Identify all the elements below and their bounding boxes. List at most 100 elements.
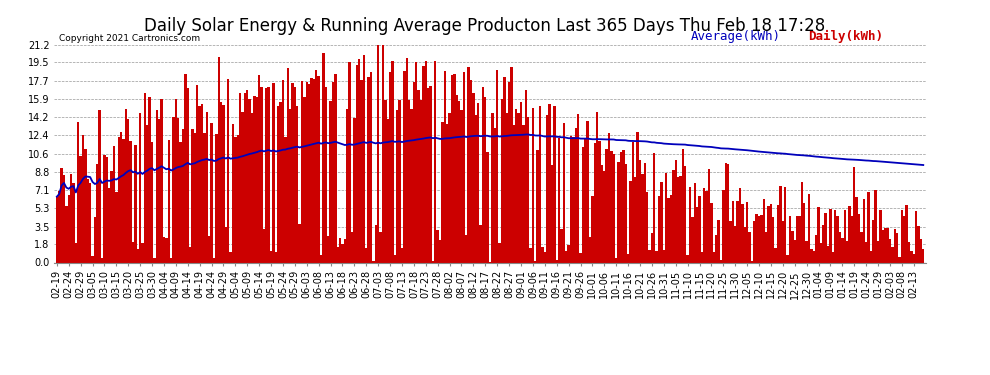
Bar xyxy=(194,133,196,262)
Bar xyxy=(567,245,570,262)
Bar xyxy=(874,190,877,262)
Bar xyxy=(79,156,82,262)
Bar xyxy=(803,203,806,262)
Bar xyxy=(258,75,260,262)
Bar xyxy=(155,110,158,262)
Bar xyxy=(525,90,527,262)
Bar xyxy=(913,254,915,262)
Bar xyxy=(425,60,427,262)
Bar xyxy=(239,93,242,262)
Bar xyxy=(120,132,123,262)
Bar xyxy=(201,104,203,262)
Bar xyxy=(906,204,908,262)
Bar xyxy=(270,251,272,262)
Bar xyxy=(820,243,822,262)
Bar xyxy=(642,174,644,262)
Bar xyxy=(294,87,296,262)
Bar xyxy=(539,106,542,262)
Bar xyxy=(162,237,165,262)
Bar xyxy=(101,258,103,262)
Bar xyxy=(742,204,743,262)
Bar xyxy=(920,239,922,262)
Text: Average(kWh): Average(kWh) xyxy=(690,30,780,43)
Bar xyxy=(865,242,867,262)
Bar xyxy=(291,82,294,262)
Bar xyxy=(332,82,335,262)
Bar xyxy=(453,74,455,262)
Bar xyxy=(247,90,248,262)
Bar xyxy=(725,163,727,262)
Bar xyxy=(210,123,213,262)
Bar xyxy=(918,226,920,262)
Bar xyxy=(650,233,653,262)
Bar xyxy=(218,57,220,262)
Bar xyxy=(572,137,574,262)
Bar xyxy=(857,214,860,262)
Bar xyxy=(767,207,770,262)
Bar xyxy=(691,217,694,262)
Bar xyxy=(686,255,689,262)
Bar xyxy=(703,188,706,262)
Bar xyxy=(344,239,346,262)
Bar xyxy=(645,192,648,262)
Bar xyxy=(89,183,91,262)
Bar xyxy=(108,188,111,262)
Bar xyxy=(458,101,460,262)
Bar xyxy=(922,249,925,262)
Bar xyxy=(213,258,215,262)
Bar xyxy=(860,232,862,262)
Bar xyxy=(377,45,379,262)
Bar xyxy=(55,196,58,262)
Bar xyxy=(560,229,562,262)
Bar xyxy=(648,250,650,262)
Bar xyxy=(244,93,247,262)
Bar xyxy=(670,195,672,262)
Bar xyxy=(408,100,410,262)
Bar xyxy=(350,232,353,262)
Bar xyxy=(553,106,555,262)
Bar xyxy=(622,150,625,262)
Bar xyxy=(160,99,162,262)
Bar xyxy=(482,87,484,262)
Bar xyxy=(798,216,801,262)
Bar xyxy=(82,135,84,262)
Bar xyxy=(391,61,394,262)
Bar xyxy=(903,216,906,262)
Bar xyxy=(606,149,608,262)
Bar xyxy=(734,226,737,262)
Bar xyxy=(562,123,565,262)
Bar xyxy=(706,191,708,262)
Bar xyxy=(779,186,782,262)
Bar xyxy=(362,55,365,262)
Bar xyxy=(358,58,360,262)
Bar xyxy=(658,196,660,262)
Bar xyxy=(660,182,662,262)
Bar xyxy=(884,228,886,262)
Bar xyxy=(806,242,808,262)
Bar xyxy=(394,255,396,262)
Bar xyxy=(418,90,420,262)
Bar xyxy=(186,88,189,262)
Bar xyxy=(208,236,210,262)
Bar xyxy=(348,62,350,262)
Bar xyxy=(570,136,572,262)
Bar xyxy=(682,148,684,262)
Bar xyxy=(255,97,258,262)
Bar xyxy=(444,71,446,262)
Bar xyxy=(460,110,462,262)
Bar xyxy=(386,119,389,262)
Bar xyxy=(901,210,903,262)
Bar xyxy=(750,261,753,262)
Bar xyxy=(639,160,642,262)
Bar xyxy=(782,221,784,262)
Bar xyxy=(103,155,106,262)
Bar xyxy=(315,70,318,262)
Bar xyxy=(227,79,230,262)
Bar xyxy=(282,80,284,262)
Bar xyxy=(577,114,579,262)
Bar xyxy=(355,65,358,262)
Bar xyxy=(242,112,244,262)
Bar xyxy=(822,225,825,262)
Bar xyxy=(655,251,658,262)
Bar xyxy=(618,162,620,262)
